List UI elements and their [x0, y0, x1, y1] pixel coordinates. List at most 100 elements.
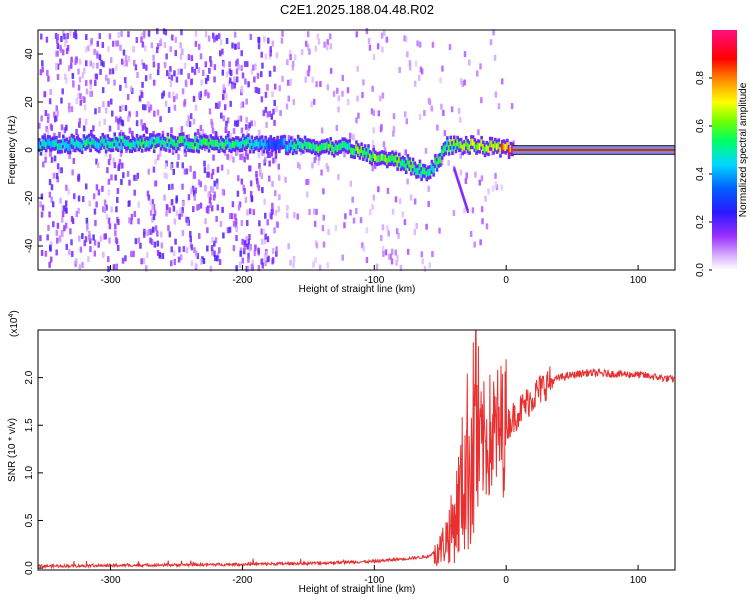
spectrogram-signal-core	[207, 142, 211, 150]
spectrogram-noise-cell	[257, 265, 261, 272]
spectrogram-noise-cell	[93, 48, 96, 55]
spectrogram-signal-core	[291, 144, 295, 152]
spectrogram-noise-cell	[209, 56, 212, 63]
spectrogram-noise-cell	[107, 159, 111, 166]
spectrogram-noise-cell	[264, 106, 268, 113]
spectrogram-noise-cell	[169, 66, 172, 73]
spectrogram-noise-cell	[55, 249, 58, 256]
spectrogram-noise-cell	[235, 68, 239, 75]
spectrogram-noise-cell	[40, 249, 44, 256]
spectrogram-noise-cell	[152, 54, 155, 61]
spectrogram-noise-cell	[458, 116, 462, 123]
spectrogram-noise-cell	[218, 247, 221, 254]
colorbar-label: Normalized spectral amplitude	[738, 82, 749, 217]
spectrogram-noise-cell	[273, 227, 276, 234]
spectrogram-noise-cell	[147, 194, 151, 201]
spectrogram-noise-cell	[156, 109, 160, 116]
spectrogram-noise-cell	[210, 173, 214, 180]
spectrogram-signal-core	[295, 143, 298, 151]
x-tick-label: 0	[503, 275, 509, 286]
spectrogram-noise-cell	[56, 50, 59, 57]
spectrogram-noise-cell	[336, 87, 339, 94]
spectrogram-noise-cell	[55, 229, 59, 236]
spectrogram-noise-cell	[319, 81, 322, 88]
spectrogram-noise-cell	[313, 157, 316, 164]
spectrogram-noise-cell	[209, 265, 213, 272]
spectrogram-signal-core	[219, 139, 223, 147]
spectrogram-noise-cell	[47, 113, 50, 120]
spectrogram-noise-cell	[185, 247, 189, 254]
spectrogram-noise-cell	[144, 104, 147, 111]
spectrogram-noise-cell	[216, 204, 220, 211]
spectrogram-noise-cell	[329, 43, 333, 50]
spectrogram-noise-cell	[141, 41, 145, 48]
spectrogram-signal-core	[192, 142, 195, 150]
spectrogram-noise-cell	[124, 105, 128, 112]
spectrogram-noise-cell	[65, 48, 69, 55]
spectrogram-noise-cell	[269, 46, 272, 53]
spectrogram-signal-core	[260, 138, 264, 146]
spectrogram-noise-cell	[500, 78, 504, 85]
spectrogram-signal-core	[173, 139, 177, 147]
spectrogram-signal-core	[370, 155, 374, 163]
spectrogram-noise-cell	[153, 209, 157, 216]
spectrogram-noise-cell	[122, 49, 126, 56]
spectrogram-noise-cell	[167, 225, 170, 232]
spectrogram-signal-core	[67, 143, 70, 151]
spectrogram-noise-cell	[206, 74, 210, 81]
spectrogram-noise-cell	[60, 167, 63, 174]
spectrogram-noise-cell	[110, 206, 113, 213]
spectrogram-noise-cell	[291, 135, 294, 142]
spectrogram-noise-cell	[61, 49, 65, 56]
spectrogram-noise-cell	[64, 222, 68, 229]
spectrogram-signal-core	[122, 135, 125, 143]
spectrogram-signal-core	[380, 153, 384, 161]
spectrogram-signal-core	[317, 146, 321, 154]
spectrogram-noise-cell	[245, 116, 248, 123]
spectrogram-signal-core	[51, 139, 55, 147]
spectrogram-noise-cell	[102, 251, 105, 258]
spectrogram-noise-cell	[430, 105, 434, 112]
spectrogram-noise-cell	[74, 30, 77, 37]
spectrogram-noise-cell	[77, 195, 81, 202]
spectrogram-noise-cell	[73, 193, 76, 200]
spectrogram-noise-cell	[206, 245, 209, 252]
spectrogram-noise-cell	[147, 101, 150, 108]
spectrogram-noise-cell	[143, 231, 146, 238]
spectrogram-noise-cell	[277, 174, 281, 181]
spectrogram-noise-cell	[236, 58, 239, 65]
spectrogram-noise-cell	[292, 99, 296, 106]
spectrogram-noise-cell	[275, 246, 278, 253]
spectrogram-noise-cell	[193, 194, 197, 201]
spectrogram-noise-cell	[158, 252, 162, 259]
spectrogram-noise-cell	[117, 124, 120, 131]
spectrogram-noise-cell	[40, 193, 44, 200]
spectrogram-noise-cell	[107, 78, 110, 85]
colorbar-tick-label: 0.6	[695, 119, 706, 133]
spectrogram-noise-cell	[275, 52, 279, 59]
spectrogram-noise-cell	[241, 257, 244, 264]
spectrogram-noise-cell	[202, 257, 206, 264]
spectrogram-noise-cell	[64, 200, 68, 207]
spectrogram-noise-cell	[134, 64, 138, 71]
spectrogram-noise-cell	[383, 29, 386, 36]
spectrogram-noise-cell	[148, 106, 151, 113]
spectrogram-noise-cell	[474, 171, 477, 178]
spectrogram-noise-cell	[396, 255, 399, 262]
spectrogram-signal-core	[401, 159, 405, 167]
spectrogram-signal-core	[394, 155, 398, 163]
spectrogram-noise-cell	[463, 207, 466, 214]
spectrogram-noise-cell	[236, 149, 239, 156]
spectrogram-signal-core	[494, 141, 497, 149]
spectrogram-noise-cell	[159, 116, 162, 123]
spectrogram-noise-cell	[95, 201, 98, 208]
spectrogram-signal-core	[463, 143, 466, 151]
spectrogram-noise-cell	[313, 220, 317, 227]
spectrogram-noise-cell	[59, 58, 62, 65]
spectrogram-noise-cell	[102, 101, 105, 108]
spectrogram-noise-cell	[156, 249, 160, 256]
spectrogram-noise-cell	[419, 66, 423, 73]
spectrogram-noise-cell	[114, 237, 118, 244]
spectrogram-noise-cell	[168, 231, 172, 238]
spectrogram-signal-core	[245, 138, 249, 146]
